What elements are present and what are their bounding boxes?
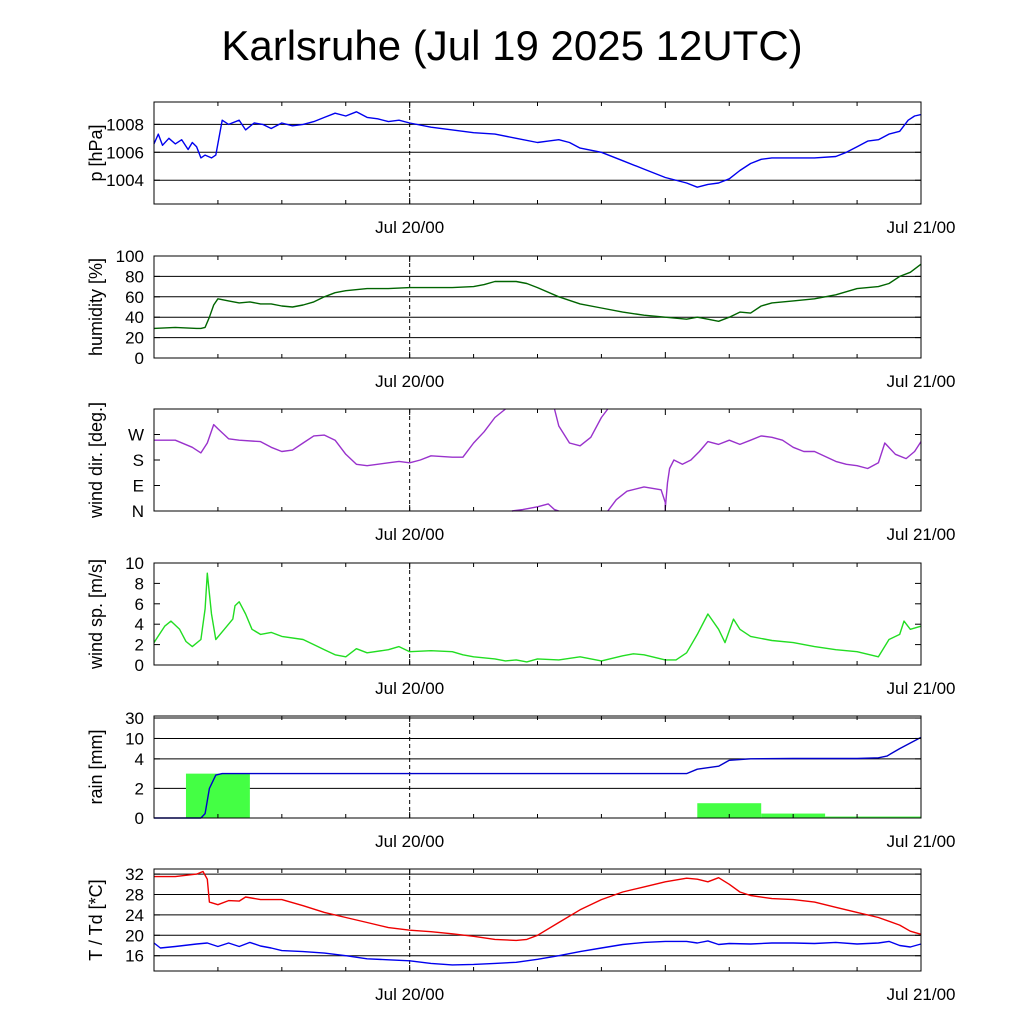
- rain-series-accumulated: [154, 736, 922, 819]
- y-tick-label: 8: [135, 574, 144, 593]
- chart-title: Karlsruhe (Jul 19 2025 12UTC): [221, 22, 803, 69]
- plot-frame: [153, 101, 922, 205]
- wind_dir-series-0: [154, 408, 506, 467]
- x-tick-label: Jul 20/00: [375, 832, 444, 851]
- y-tick-label: S: [133, 451, 144, 470]
- y-tick-label: 60: [125, 288, 144, 307]
- y-tick-label: 2: [135, 636, 144, 655]
- y-axis-label: wind sp. [m/s]: [86, 559, 106, 670]
- x-tick-label: Jul 21/00: [887, 372, 956, 391]
- y-tick-label: 10: [125, 729, 144, 748]
- temperature-series-T: [154, 870, 922, 942]
- y-tick-label: 24: [125, 906, 144, 925]
- y-axis-label: T / Td [*C]: [86, 879, 106, 960]
- y-axis-label: humidity [%]: [86, 258, 106, 356]
- y-tick-label: 28: [125, 886, 144, 905]
- panel-wind_speed: 02 46 810 Jul 20/00 Jul 21/00 wind sp. [m/s]: [86, 554, 956, 698]
- y-tick-label: 6: [135, 595, 144, 614]
- y-tick-label: 2: [135, 779, 144, 798]
- humidity-series-0: [153, 263, 922, 330]
- y-tick-label: 0: [135, 809, 144, 828]
- y-tick-label: 100: [116, 247, 144, 266]
- y-tick-label: 16: [125, 947, 144, 966]
- plot-frame: [153, 715, 922, 819]
- wind_speed-series-0: [153, 572, 922, 663]
- wind_dir-series-1: [553, 408, 609, 447]
- plot-frame: [153, 562, 922, 666]
- y-tick-label: 1008: [106, 115, 144, 134]
- x-tick-label: Jul 20/00: [375, 218, 444, 237]
- y-tick-label: 0: [135, 656, 144, 675]
- plot-frame: [153, 408, 922, 512]
- plot-frame: [153, 255, 922, 359]
- y-tick-label: N: [132, 502, 144, 521]
- wind_dir-series-3: [607, 486, 666, 512]
- y-tick-label: 32: [125, 865, 144, 884]
- y-tick-label: 80: [125, 267, 144, 286]
- x-tick-label: Jul 21/00: [887, 218, 956, 237]
- rain-bar: [185, 773, 250, 818]
- y-tick-label: 1006: [106, 143, 144, 162]
- x-tick-label: Jul 21/00: [887, 832, 956, 851]
- y-tick-label: 1004: [106, 171, 144, 190]
- wind_dir-series-4: [664, 435, 922, 509]
- temperature-series-Td: [153, 940, 922, 966]
- pressure-series-0: [153, 111, 922, 188]
- y-tick-label: 4: [135, 615, 144, 634]
- panel-pressure: 1004 1006 1008 Jul 20/00 Jul 21/00 p [hPa]: [86, 101, 956, 237]
- x-tick-label: Jul 20/00: [375, 372, 444, 391]
- x-tick-label: Jul 20/00: [375, 525, 444, 544]
- y-tick-label: E: [133, 477, 144, 496]
- x-tick-label: Jul 20/00: [375, 679, 444, 698]
- y-tick-label: 20: [125, 329, 144, 348]
- y-tick-label: 30: [125, 709, 144, 728]
- y-tick-label: 4: [135, 750, 144, 769]
- y-tick-label: 20: [125, 926, 144, 945]
- y-axis-label: wind dir. [deg.]: [86, 402, 106, 519]
- y-tick-label: 40: [125, 308, 144, 327]
- y-axis-label: rain [mm]: [86, 729, 106, 804]
- y-axis-label: p [hPa]: [86, 124, 106, 181]
- y-tick-label: 0: [135, 349, 144, 368]
- x-tick-label: Jul 20/00: [375, 985, 444, 1004]
- rain-bar: [697, 803, 762, 818]
- x-tick-label: Jul 21/00: [887, 525, 956, 544]
- y-tick-label: W: [128, 426, 144, 445]
- rain-bar: [825, 816, 921, 818]
- x-tick-label: Jul 21/00: [887, 985, 956, 1004]
- y-tick-label: 10: [125, 554, 144, 573]
- x-tick-label: Jul 21/00: [887, 679, 956, 698]
- wind_dir-series-2: [511, 503, 560, 512]
